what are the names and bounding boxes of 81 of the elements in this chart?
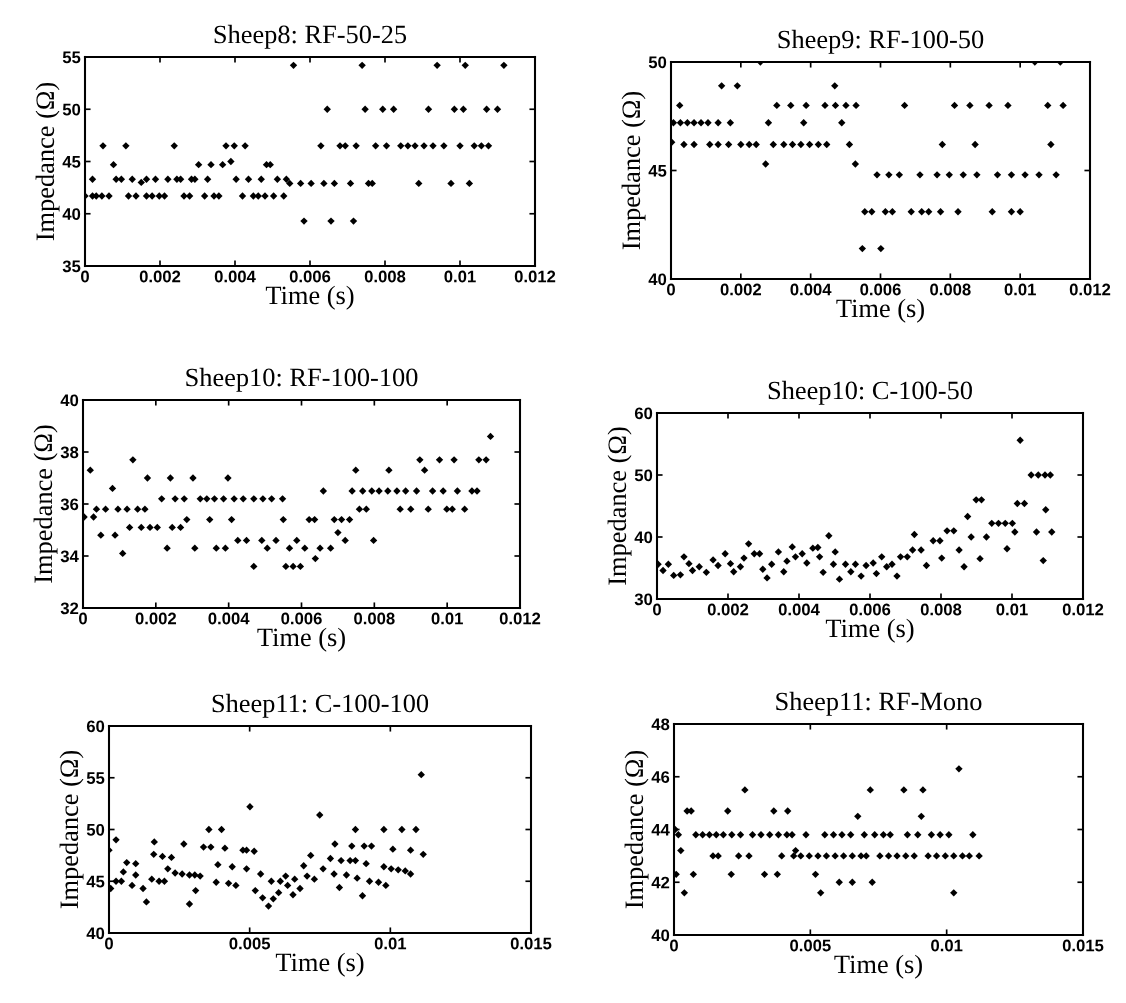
x-tick-label: 0.01 xyxy=(431,612,463,625)
y-tick-label: 55 xyxy=(62,51,81,64)
y-tick-label: 60 xyxy=(86,720,105,733)
y-tick-label: 45 xyxy=(648,165,667,177)
x-tick-label: 0.002 xyxy=(139,270,181,283)
y-axis-title: Impedance (Ω) xyxy=(33,425,58,583)
x-tick-label: 0.012 xyxy=(1069,283,1111,296)
x-tick-label: 0.015 xyxy=(1062,939,1104,952)
y-tick-label: 40 xyxy=(651,929,670,942)
x-tick-label: 0.012 xyxy=(514,270,556,283)
x-tick-label: 0.006 xyxy=(849,603,891,616)
x-tick-label: 0.006 xyxy=(860,283,901,296)
chart-title: Sheep10: C-100-50 xyxy=(768,380,972,405)
x-tick-label: 0 xyxy=(81,270,89,283)
y-axis-title: Impedance (Ω) xyxy=(607,427,632,585)
y-tick-label: 55 xyxy=(86,772,105,784)
y-tick-label: 40 xyxy=(60,394,79,407)
x-axis-title: Time (s) xyxy=(265,285,354,310)
x-tick-label: 0.008 xyxy=(920,603,962,616)
y-tick-label: 60 xyxy=(634,407,653,420)
chart-title: Sheep10: RF-100-100 xyxy=(186,367,418,392)
y-axis-title: Impedance (Ω) xyxy=(621,91,646,250)
y-tick-label: 45 xyxy=(62,156,81,168)
x-tick-label: 0.01 xyxy=(1004,283,1036,296)
y-tick-label: 35 xyxy=(62,260,81,273)
x-tick-label: 0.005 xyxy=(229,937,271,950)
x-tick-label: 0.004 xyxy=(208,612,250,625)
y-tick-label: 40 xyxy=(62,208,81,220)
x-tick-label: 0 xyxy=(670,939,678,952)
x-tick-label: 0.004 xyxy=(778,603,820,616)
x-tick-label: 0.002 xyxy=(707,603,749,616)
y-tick-label: 50 xyxy=(648,56,667,69)
x-tick-label: 0.008 xyxy=(354,612,395,625)
x-tick-label: 0.005 xyxy=(790,939,831,952)
x-axis-title: Time (s) xyxy=(834,954,922,979)
x-tick-label: 0.004 xyxy=(214,270,256,283)
y-axis-title: Impedance (Ω) xyxy=(624,750,649,909)
x-axis-title: Time (s) xyxy=(825,618,914,643)
x-tick-label: 0.006 xyxy=(289,270,331,283)
chart-title: Sheep8: RF-50-25 xyxy=(214,24,407,49)
y-tick-label: 50 xyxy=(86,823,105,836)
x-tick-label: 0.01 xyxy=(374,937,407,950)
x-tick-label: 0 xyxy=(79,612,87,625)
y-tick-label: 50 xyxy=(62,103,81,116)
x-tick-label: 0.01 xyxy=(444,270,476,283)
y-tick-label: 42 xyxy=(651,876,670,889)
y-tick-label: 40 xyxy=(634,531,653,544)
x-axis-title: Time (s) xyxy=(275,952,364,977)
x-tick-label: 0 xyxy=(667,283,675,296)
x-tick-label: 0.006 xyxy=(281,612,322,625)
x-tick-label: 0.002 xyxy=(135,612,177,625)
y-tick-label: 30 xyxy=(634,593,653,606)
y-tick-label: 48 xyxy=(651,718,670,731)
x-tick-label: 0 xyxy=(105,937,113,950)
y-tick-label: 50 xyxy=(634,469,653,482)
y-tick-label: 36 xyxy=(60,498,79,511)
x-axis-title: Time (s) xyxy=(836,298,924,323)
x-tick-label: 0.01 xyxy=(996,603,1028,616)
chart-title: Sheep11: C-100-100 xyxy=(212,693,429,718)
y-tick-label: 38 xyxy=(60,446,79,459)
x-tick-label: 0.008 xyxy=(930,283,971,296)
y-tick-label: 44 xyxy=(651,824,670,836)
x-tick-label: 0 xyxy=(653,603,661,616)
chart-title: Sheep9: RF-100-50 xyxy=(778,29,984,54)
y-tick-label: 45 xyxy=(86,875,105,888)
chart-title: Sheep11: RF-Mono xyxy=(776,691,982,716)
y-tick-label: 40 xyxy=(86,927,105,940)
x-axis-title: Time (s) xyxy=(257,627,345,652)
x-tick-label: 0.012 xyxy=(1062,603,1104,616)
y-tick-label: 34 xyxy=(60,550,79,563)
x-tick-label: 0.015 xyxy=(510,937,552,950)
x-tick-label: 0.008 xyxy=(364,270,406,283)
x-tick-label: 0.002 xyxy=(720,283,762,296)
x-tick-label: 0.01 xyxy=(931,939,963,952)
y-tick-label: 40 xyxy=(648,273,667,286)
y-axis-title: Impedance (Ω) xyxy=(35,82,60,241)
x-tick-label: 0.004 xyxy=(790,283,832,296)
y-tick-label: 32 xyxy=(60,602,79,615)
y-axis-title: Impedance (Ω) xyxy=(59,750,84,909)
y-tick-label: 46 xyxy=(651,771,670,783)
x-tick-label: 0.012 xyxy=(499,612,541,625)
